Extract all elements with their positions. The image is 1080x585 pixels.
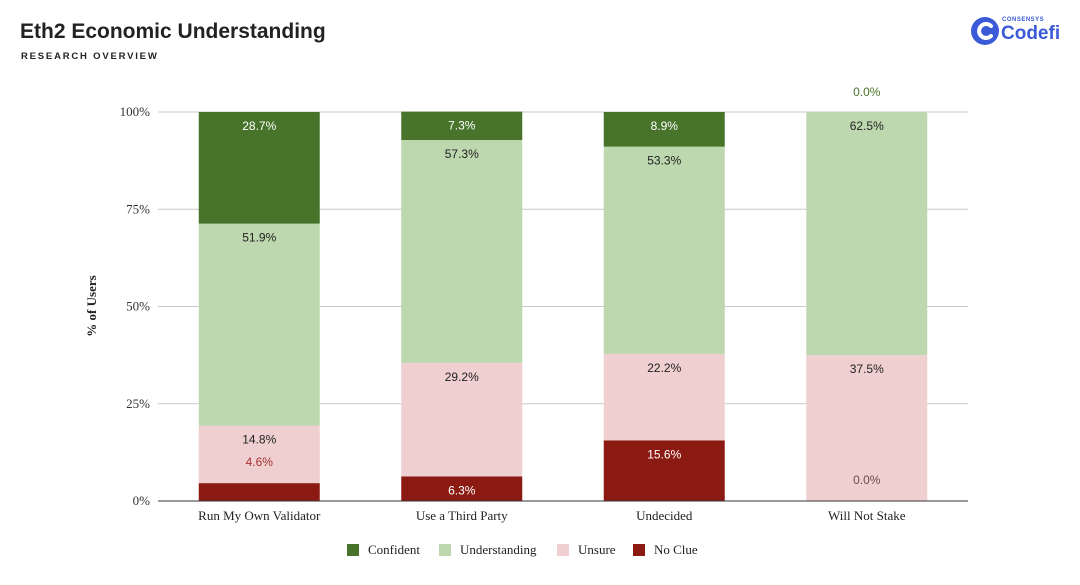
bar-segment-confident (198, 112, 320, 224)
logo-small-text: CONSENSYS (1002, 17, 1045, 23)
y-axis-label: % of Users (84, 275, 99, 336)
legend-label: No Clue (654, 542, 698, 557)
chart-bars (198, 111, 928, 501)
bar-segment-no-clue (603, 440, 725, 501)
bar-segment-understanding (806, 112, 928, 356)
x-category-label: Will Not Stake (828, 508, 906, 523)
legend-label: Understanding (460, 542, 537, 557)
codefi-logo: CONSENSYS Codefi (970, 15, 1062, 47)
data-label: 4.6% (246, 455, 274, 469)
legend-swatch (633, 544, 645, 556)
legend-swatch (557, 544, 569, 556)
page-subtitle: RESEARCH OVERVIEW (21, 51, 159, 62)
chart-legend: Confident Understanding Unsure No Clue (347, 542, 698, 557)
data-label: 28.7% (242, 119, 276, 133)
data-label: 7.3% (448, 119, 476, 133)
chart-axis: 0% 25% 50% 75% 100% Run My Own Validator Use a… (120, 104, 968, 523)
bar-segment-no-clue (198, 483, 320, 501)
data-label: 0.0% (853, 85, 881, 99)
x-category-label: Use a Third Party (416, 508, 508, 523)
legend-item-no-clue: No Clue (633, 542, 698, 557)
codefi-logo-icon (971, 17, 999, 45)
data-label: 6.3% (448, 483, 476, 497)
bar-segment-confident (603, 112, 725, 147)
legend-swatch (347, 544, 359, 556)
data-label: 53.3% (647, 154, 681, 168)
bar-segment-understanding (198, 223, 320, 426)
y-tick-label: 25% (126, 396, 150, 411)
data-label: 29.2% (445, 370, 479, 384)
data-label: 8.9% (651, 119, 679, 133)
bar-segment-understanding (401, 140, 523, 363)
y-tick-label: 50% (126, 299, 150, 314)
data-label: 51.9% (242, 231, 276, 245)
bar-segment-unsure (603, 353, 725, 441)
data-label: 14.8% (242, 433, 276, 447)
data-label: 15.6% (647, 447, 681, 461)
legend-label: Confident (368, 542, 420, 557)
legend-item-understanding: Understanding (439, 542, 537, 557)
bar-segment-confident (401, 111, 523, 141)
y-tick-label: 100% (120, 104, 151, 119)
data-label: 0.0% (853, 473, 881, 487)
legend-swatch (439, 544, 451, 556)
data-label: 62.5% (850, 119, 884, 133)
y-tick-label: 75% (126, 201, 150, 216)
data-label: 57.3% (445, 147, 479, 161)
bar-segment-unsure (806, 355, 928, 501)
data-label: 37.5% (850, 362, 884, 376)
bar-segment-unsure (401, 362, 523, 477)
legend-label: Unsure (578, 542, 616, 557)
bar-segment-understanding (603, 146, 725, 354)
x-category-label: Undecided (636, 508, 693, 523)
y-tick-label: 0% (133, 493, 151, 508)
legend-item-unsure: Unsure (557, 542, 616, 557)
bar-segment-unsure (198, 425, 320, 484)
page-title: Eth2 Economic Understanding (20, 20, 326, 43)
logo-name: Codefi (1001, 23, 1061, 44)
legend-item-confident: Confident (347, 542, 420, 557)
bar-segment-no-clue (401, 476, 523, 501)
data-label: 22.2% (647, 361, 681, 375)
chart-data-labels: 4.6% 14.8% 51.9% 28.7% 6.3% 29.2% 57.3% 7.3% 15.… (242, 85, 884, 497)
x-category-label: Run My Own Validator (198, 508, 321, 523)
